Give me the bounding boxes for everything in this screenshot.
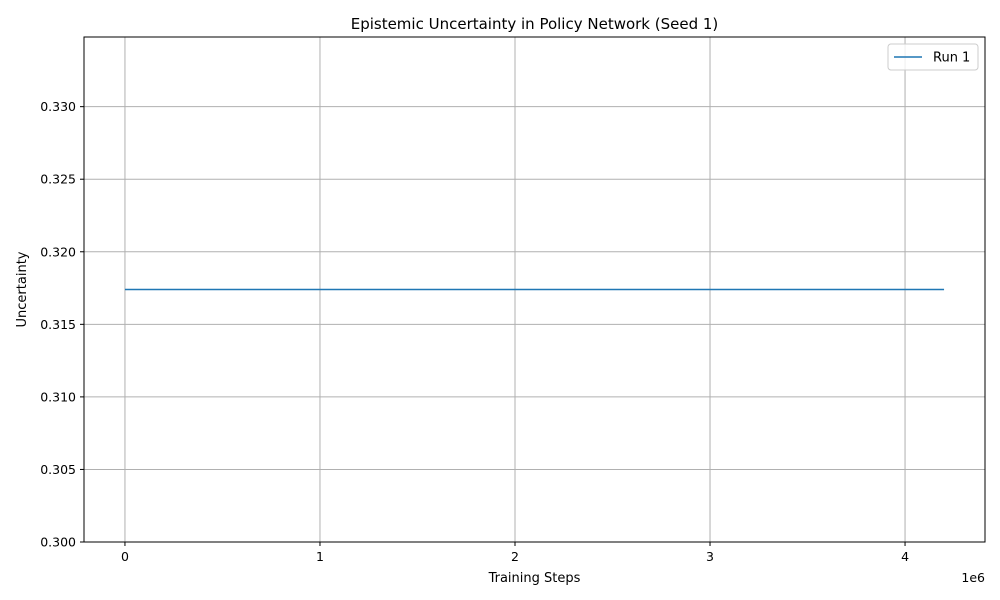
x-axis-offset-label: 1e6 [961, 570, 985, 585]
x-tick-label-3: 3 [706, 549, 714, 564]
x-axis-label: Training Steps [488, 571, 581, 586]
x-tick-label-2: 2 [511, 549, 519, 564]
y-tick-label-3: 0.315 [40, 317, 76, 332]
chart-title: Epistemic Uncertainty in Policy Network … [351, 15, 719, 33]
axes-frame [83, 36, 986, 543]
legend: Run 1 [887, 43, 979, 71]
y-tick-label-2: 0.310 [40, 389, 76, 404]
x-axis-ticks: 0 1 2 3 4 [121, 542, 909, 564]
y-tick-label-5: 0.325 [40, 172, 76, 187]
y-tick-label-0: 0.300 [40, 535, 76, 550]
y-tick-label-1: 0.305 [40, 462, 76, 477]
x-tick-label-0: 0 [121, 549, 129, 564]
x-tick-label-1: 1 [316, 549, 324, 564]
y-axis-label: Uncertainty [15, 251, 30, 327]
y-tick-label-6: 0.330 [40, 99, 76, 114]
legend-label-run-1: Run 1 [933, 51, 970, 66]
y-tick-label-4: 0.320 [40, 244, 76, 259]
x-tick-label-4: 4 [901, 549, 909, 564]
y-axis-ticks: 0.300 0.305 0.310 0.315 0.320 0.325 0.330 [40, 99, 84, 550]
legend-box [887, 43, 979, 71]
